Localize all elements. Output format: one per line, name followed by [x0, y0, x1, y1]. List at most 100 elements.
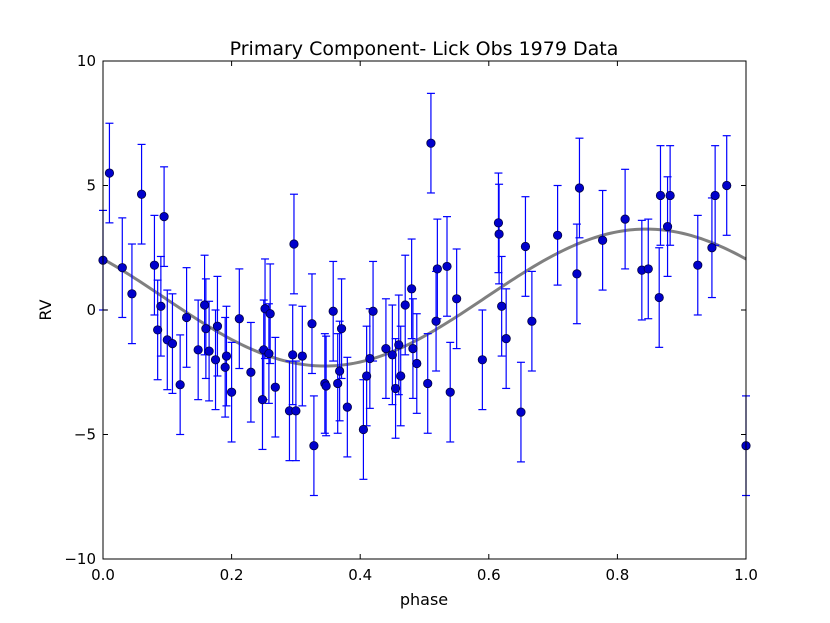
- y-tick-label: −10: [64, 550, 96, 568]
- data-point: [710, 190, 720, 201]
- data-point: [501, 334, 511, 344]
- x-tick-label: 0.6: [477, 566, 501, 584]
- data-point: [396, 371, 406, 381]
- data-point: [270, 382, 280, 392]
- data-point: [104, 168, 115, 178]
- data-point: [264, 348, 274, 359]
- data-point: [426, 138, 436, 148]
- data-point: [167, 339, 178, 349]
- x-tick-label: 1.0: [734, 566, 758, 584]
- data-point: [227, 387, 237, 397]
- data-point: [328, 306, 338, 316]
- data-point: [234, 314, 244, 324]
- data-point: [309, 441, 319, 451]
- data-point: [654, 292, 664, 303]
- data-point: [156, 301, 166, 311]
- data-point: [246, 367, 256, 377]
- y-tick-label: 0: [86, 301, 96, 319]
- data-point: [365, 353, 375, 364]
- data-point: [520, 241, 531, 252]
- data-point: [321, 381, 331, 391]
- data-point: [693, 260, 703, 270]
- data-point: [149, 260, 160, 270]
- data-point: [159, 212, 169, 222]
- data-point: [297, 351, 307, 361]
- y-tick-label: 5: [86, 177, 96, 195]
- tick-layer: 0.0 0.2 0.4 0.6 0.8 1.0 −10 −5 0 5 10: [64, 52, 758, 584]
- data-point: [220, 362, 230, 372]
- data-point: [497, 301, 507, 311]
- data-point-layer: [98, 138, 751, 451]
- data-point: [336, 324, 347, 334]
- y-axis-label: RV: [36, 299, 55, 320]
- data-point: [408, 343, 418, 354]
- data-point: [358, 424, 369, 435]
- data-point: [201, 324, 211, 334]
- data-point: [407, 284, 417, 294]
- x-tick-label: 0.0: [91, 566, 115, 584]
- data-point: [665, 190, 675, 201]
- x-tick-label: 0.4: [348, 566, 372, 584]
- data-point: [307, 319, 317, 329]
- data-point: [394, 340, 404, 350]
- y-tick-label: 10: [77, 52, 96, 70]
- errorbar-layer: [99, 92, 750, 497]
- data-point: [423, 378, 433, 389]
- data-point: [368, 306, 378, 316]
- data-point: [553, 230, 563, 240]
- x-tick-label: 0.8: [605, 566, 629, 584]
- data-point: [572, 269, 582, 279]
- data-point: [265, 309, 275, 319]
- data-point: [722, 180, 732, 191]
- data-point: [221, 351, 232, 361]
- data-point: [199, 300, 210, 310]
- plot-area: [98, 92, 751, 497]
- chart-title: Primary Component- Lick Obs 1979 Data: [230, 38, 619, 60]
- data-point: [153, 325, 163, 335]
- data-point: [493, 218, 504, 228]
- data-point: [212, 321, 223, 331]
- data-point: [400, 300, 410, 310]
- data-point: [707, 243, 717, 253]
- data-point: [431, 316, 441, 326]
- data-point: [574, 183, 585, 193]
- data-point: [620, 214, 630, 224]
- x-tick-label: 0.2: [220, 566, 244, 584]
- data-point: [477, 355, 487, 365]
- data-point: [452, 294, 462, 304]
- data-point: [181, 312, 192, 323]
- data-point: [598, 235, 608, 245]
- data-point: [335, 366, 345, 376]
- data-point: [175, 380, 185, 390]
- data-point: [362, 371, 372, 381]
- data-point: [655, 190, 666, 201]
- data-point: [257, 395, 268, 405]
- data-point: [494, 229, 504, 239]
- data-point: [342, 402, 352, 412]
- data-point: [193, 345, 203, 355]
- data-point: [387, 350, 397, 360]
- data-point: [289, 239, 299, 249]
- data-point: [291, 406, 301, 416]
- data-point: [412, 358, 422, 369]
- axes-frame: [102, 60, 747, 560]
- x-axis-label: phase: [400, 590, 448, 609]
- data-point: [643, 264, 653, 274]
- data-point: [136, 189, 147, 199]
- data-point: [210, 355, 221, 365]
- data-point: [432, 264, 442, 274]
- data-point: [381, 343, 391, 354]
- data-point: [527, 316, 537, 326]
- data-point: [288, 350, 298, 360]
- data-point: [445, 387, 455, 397]
- data-point: [516, 407, 526, 417]
- y-tick-label: −5: [74, 426, 96, 444]
- data-point: [662, 221, 673, 232]
- data-point: [333, 378, 343, 389]
- data-point: [204, 346, 214, 356]
- data-point: [127, 289, 137, 299]
- data-point: [390, 383, 401, 394]
- data-point: [442, 261, 452, 272]
- data-point: [117, 263, 127, 273]
